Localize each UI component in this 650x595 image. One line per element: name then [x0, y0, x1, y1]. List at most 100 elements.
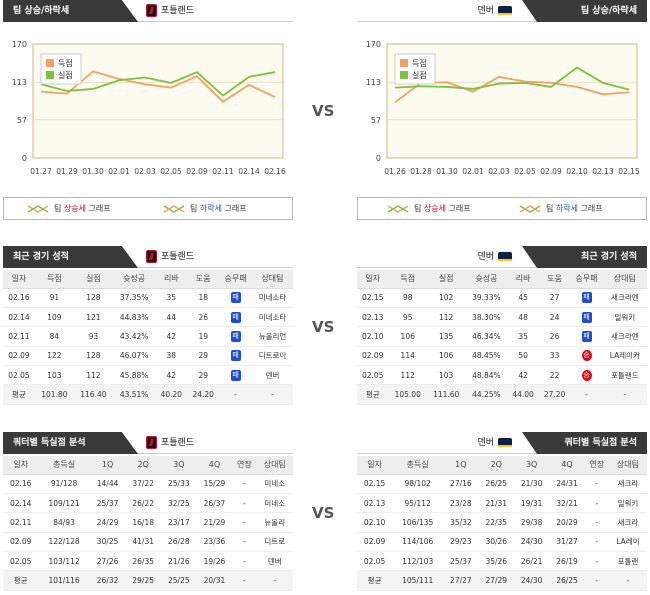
cell-pts: 114	[388, 346, 427, 367]
result-badge: 패	[230, 330, 241, 342]
column-header: 3Q	[513, 456, 550, 475]
result-badge: 승	[581, 350, 592, 362]
column-header: 일자	[357, 270, 389, 289]
cell-ot: -	[232, 532, 257, 553]
cell-fg: 43.51%	[112, 384, 156, 405]
series-line-allowed	[394, 66, 630, 91]
left-quarter-table: 일자 총득실 1Q 2Q 3Q 4Q 연장 상대팀 02.16 91/128 14/44 37/22…	[3, 456, 293, 591]
cell-q4: 32/21	[549, 493, 585, 514]
cell-q2: 22/35	[478, 512, 514, 533]
cell-res: 패	[570, 288, 603, 308]
cell-fg: 45.88%	[112, 365, 156, 386]
cell-date: 02.09	[357, 532, 393, 553]
y-tick-label: 0	[376, 154, 381, 163]
cell-tot: 114/106	[392, 532, 444, 553]
table-row: 02.09 122 128 46.07% 38 29 패 디트로이	[3, 346, 293, 367]
column-header: 총득실	[392, 456, 444, 475]
table-row: 02.13 95/112 23/28 21/31 19/31 32/21- 밀워키	[357, 493, 647, 514]
column-header: 일자	[3, 270, 35, 289]
table-row: 02.16 91 128 37.35% 35 18 패 미네소타	[3, 288, 293, 308]
x-tick-label: 01.30	[436, 167, 458, 176]
cell-opp: 106	[426, 346, 466, 367]
legend-label: 실점	[58, 70, 73, 80]
right-team-label: 덴버	[477, 0, 512, 22]
cell-ast: 33	[538, 346, 571, 367]
down-trend-icon	[519, 204, 541, 213]
column-header: 2Q	[125, 456, 161, 475]
cell-date: 02.16	[3, 288, 35, 308]
cell-reb: 45	[507, 288, 539, 308]
column-header: 승무패	[570, 270, 603, 289]
cell-ast: 29	[187, 346, 220, 367]
average-row: 평균 105/111 27/27 27/29 24/30 26/25- -	[357, 570, 647, 591]
cell-q3: 24/30	[513, 532, 550, 553]
cell-team: 뉴올리언	[251, 326, 293, 347]
cell-q3: 29/38	[513, 512, 550, 533]
table-row: 02.09 114 106 48.45% 50 33 승 LA레이커	[357, 346, 647, 367]
cell-reb: 44	[155, 307, 188, 328]
cell-team: 새크라멘	[602, 288, 647, 308]
cell-reb: 48	[507, 307, 539, 328]
column-header: 득점	[388, 270, 427, 289]
y-tick-label: 113	[12, 78, 27, 87]
legend-label: 득점	[58, 58, 73, 68]
table-header-row: 일자 총득실 1Q 2Q 3Q 4Q 연장 상대팀	[3, 456, 293, 475]
cell-date: 02.05	[3, 365, 35, 386]
column-header: 상대팀	[602, 270, 647, 289]
x-tick-label: 01.30	[82, 167, 104, 176]
cell-team: 포틀랜	[608, 551, 647, 572]
cell-pts: 105.00	[388, 384, 427, 405]
cell-q1: 14/44	[89, 474, 126, 494]
column-header: 4Q	[196, 456, 233, 475]
cell-q1: 27/27	[443, 570, 479, 591]
cell-fg: 48.45%	[465, 346, 508, 367]
y-tick-label: 57	[371, 116, 381, 125]
cell-fg: 46.07%	[112, 346, 156, 367]
down-trend-icon	[163, 204, 185, 213]
cell-q2: 30/26	[478, 532, 514, 553]
table-row: 02.13 95 112 38.30% 48 24 패 밀워키	[357, 307, 647, 328]
cell-res: 패	[219, 288, 252, 308]
cell-date: 02.11	[3, 326, 35, 347]
x-tick-label: 02.03	[488, 167, 510, 176]
x-tick-label: 02.03	[134, 167, 156, 176]
column-header: 2Q	[478, 456, 514, 475]
result-badge: 패	[230, 292, 241, 304]
cell-ot: -	[232, 570, 257, 591]
left-trend-panel: 팀 상승/하락세 포틀랜드 170 113 57 0 01.27 01.29 01.30 02…	[3, 0, 293, 220]
cell-q2: 41/31	[125, 532, 161, 553]
cell-q3: 24/30	[513, 570, 550, 591]
left-team-label: 포틀랜드	[146, 0, 194, 22]
cell-q4: 15/29	[196, 474, 233, 494]
cell-fg: 44.25%	[465, 384, 508, 405]
cell-ot: -	[584, 474, 609, 494]
cell-opp: 111.60	[426, 384, 466, 405]
up-trend-legend: 팀 상승세 그래프	[386, 198, 471, 219]
y-tick-label: 113	[366, 78, 381, 87]
cell-date: 02.14	[3, 493, 39, 514]
cell-q3: 25/33	[161, 474, 197, 494]
left-recent-team: 포틀랜드	[146, 246, 194, 268]
portland-logo-icon	[146, 4, 157, 17]
table-row: 02.05 112/103 25/37 35/26 26/21 26/19- 포틀랜	[357, 551, 647, 572]
legend-swatch	[400, 59, 408, 67]
cell-q2: 35/26	[478, 551, 514, 572]
cell-team: 새크라멘	[602, 326, 647, 347]
cell-date: 02.10	[357, 512, 393, 533]
cell-q4: 20/31	[196, 570, 233, 591]
cell-reb: 42	[155, 326, 188, 347]
left-trend-header: 팀 상승/하락세 포틀랜드	[3, 0, 293, 22]
result-badge: 패	[581, 292, 592, 304]
cell-date: 평균	[3, 570, 39, 591]
cell-fg: 44.83%	[112, 307, 156, 328]
cell-date: 02.05	[357, 365, 389, 386]
column-header: 승무패	[219, 270, 252, 289]
cell-date: 02.14	[3, 307, 35, 328]
column-header: 일자	[357, 456, 393, 475]
cell-reb: 38	[155, 346, 188, 367]
cell-ast: 24	[538, 307, 571, 328]
cell-team: -	[251, 384, 293, 405]
column-header: 득점	[34, 270, 74, 289]
cell-team: 밀워키	[608, 493, 647, 514]
average-row: 평균 101.80 116.40 43.51% 40.20 24.20- -	[3, 384, 293, 405]
